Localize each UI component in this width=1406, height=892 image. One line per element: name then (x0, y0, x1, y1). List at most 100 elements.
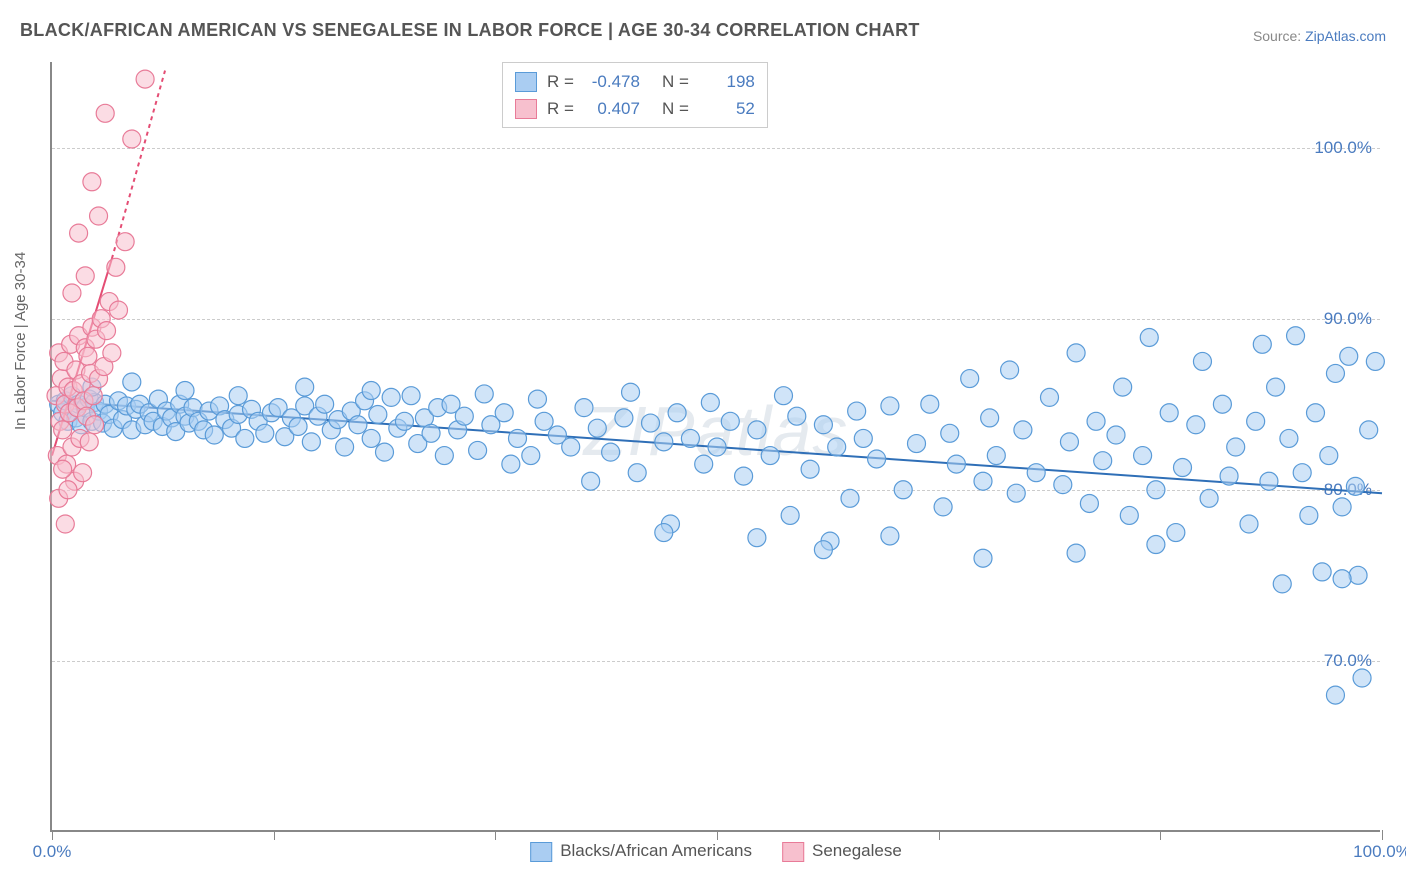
data-point (668, 404, 686, 422)
data-point (116, 233, 134, 251)
data-point (63, 284, 81, 302)
data-point (76, 267, 94, 285)
data-point (136, 70, 154, 88)
data-point (382, 388, 400, 406)
chart-title: BLACK/AFRICAN AMERICAN VS SENEGALESE IN … (20, 20, 920, 41)
data-point (1333, 498, 1351, 516)
data-point (107, 258, 125, 276)
data-point (588, 419, 606, 437)
y-axis-label: In Labor Force | Age 30-34 (12, 252, 29, 430)
legend-swatch (782, 842, 804, 862)
legend-r-value: 0.407 (584, 95, 640, 122)
data-point (495, 404, 513, 422)
data-point (110, 301, 128, 319)
data-point (86, 416, 104, 434)
data-point (761, 447, 779, 465)
data-point (1349, 566, 1367, 584)
x-tick-label: 0.0% (33, 842, 72, 862)
data-point (56, 515, 74, 533)
data-point (1087, 412, 1105, 430)
data-point (1260, 472, 1278, 490)
data-point (1213, 395, 1231, 413)
data-point (881, 527, 899, 545)
data-point (841, 489, 859, 507)
data-point (302, 433, 320, 451)
trend-line-extrapolated (112, 71, 165, 259)
data-point (1007, 484, 1025, 502)
x-tick (1382, 830, 1383, 840)
source-credit: Source: ZipAtlas.com (1253, 28, 1386, 44)
data-point (1094, 452, 1112, 470)
legend-swatch (515, 72, 537, 92)
x-tick-label: 100.0% (1353, 842, 1406, 862)
data-point (868, 450, 886, 468)
scatter-svg (52, 62, 1382, 832)
data-point (349, 416, 367, 434)
data-point (1253, 335, 1271, 353)
data-point (1326, 686, 1344, 704)
data-point (1366, 352, 1384, 370)
data-point (961, 370, 979, 388)
data-point (1027, 464, 1045, 482)
series-legend: Blacks/African AmericansSenegalese (530, 841, 902, 862)
data-point (1060, 433, 1078, 451)
data-point (681, 429, 699, 447)
data-point (1227, 438, 1245, 456)
data-point (575, 399, 593, 417)
data-point (54, 460, 72, 478)
data-point (98, 322, 116, 340)
data-point (775, 387, 793, 405)
data-point (123, 130, 141, 148)
data-point (1360, 421, 1378, 439)
data-point (1147, 481, 1165, 499)
data-point (80, 433, 98, 451)
data-point (256, 424, 274, 442)
data-point (1280, 429, 1298, 447)
legend-row: R =0.407N =52 (515, 95, 755, 122)
data-point (881, 397, 899, 415)
data-point (628, 464, 646, 482)
legend-n-label: N = (662, 68, 689, 95)
data-point (84, 387, 102, 405)
data-point (70, 224, 88, 242)
data-point (54, 421, 72, 439)
data-point (748, 421, 766, 439)
source-link[interactable]: ZipAtlas.com (1305, 28, 1386, 44)
data-point (748, 529, 766, 547)
legend-r-value: -0.478 (584, 68, 640, 95)
data-point (1353, 669, 1371, 687)
data-point (615, 409, 633, 427)
data-point (721, 412, 739, 430)
data-point (814, 541, 832, 559)
data-point (205, 426, 223, 444)
data-point (1240, 515, 1258, 533)
data-point (1326, 364, 1344, 382)
data-point (1267, 378, 1285, 396)
data-point (1220, 467, 1238, 485)
data-point (1067, 544, 1085, 562)
data-point (96, 104, 114, 122)
data-point (894, 481, 912, 499)
data-point (974, 549, 992, 567)
legend-item: Blacks/African Americans (530, 841, 752, 862)
data-point (1067, 344, 1085, 362)
data-point (828, 438, 846, 456)
legend-r-label: R = (547, 95, 574, 122)
data-point (1054, 476, 1072, 494)
legend-label: Blacks/African Americans (560, 841, 752, 860)
legend-swatch (530, 842, 552, 862)
data-point (59, 481, 77, 499)
data-point (908, 435, 926, 453)
data-point (781, 506, 799, 524)
data-point (1346, 477, 1364, 495)
data-point (1174, 459, 1192, 477)
data-point (622, 383, 640, 401)
data-point (848, 402, 866, 420)
data-point (522, 447, 540, 465)
data-point (296, 378, 314, 396)
data-point (422, 424, 440, 442)
data-point (1080, 494, 1098, 512)
legend-n-value: 198 (699, 68, 755, 95)
data-point (362, 429, 380, 447)
data-point (435, 447, 453, 465)
